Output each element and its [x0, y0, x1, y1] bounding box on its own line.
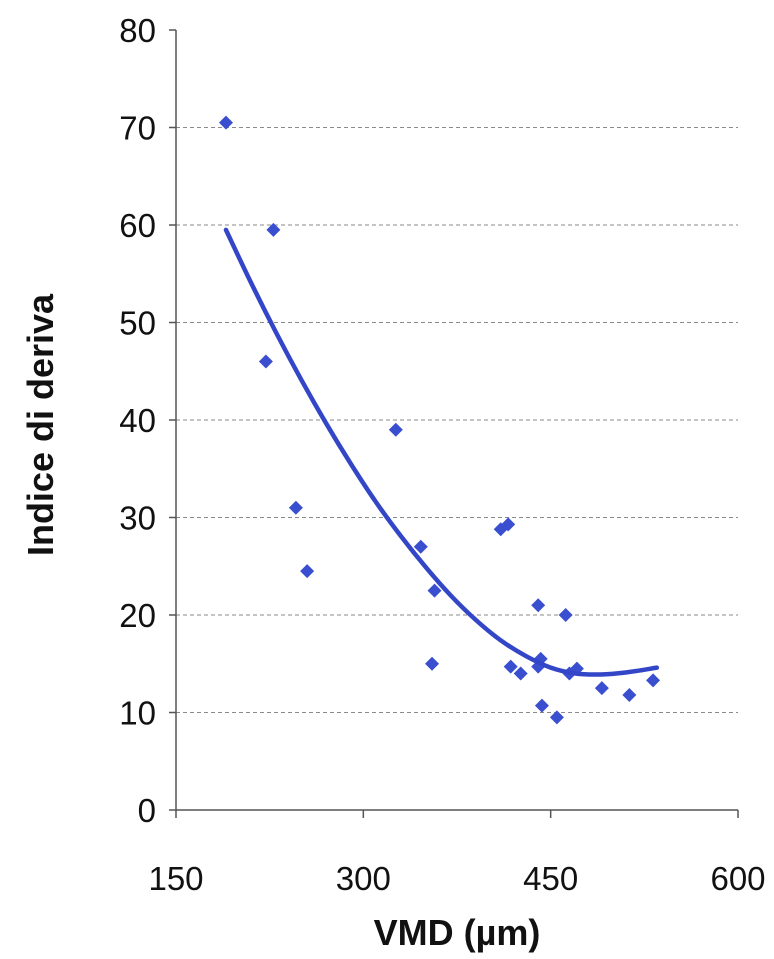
data-point: [413, 539, 428, 554]
x-axis-title: VMD (µm): [374, 912, 541, 953]
data-point: [425, 656, 440, 671]
data-point: [646, 673, 661, 688]
data-point: [427, 583, 442, 598]
data-point: [531, 598, 546, 613]
data-point: [534, 698, 549, 713]
data-point: [513, 666, 528, 681]
data-point: [300, 564, 315, 579]
x-tick-label: 150: [148, 860, 203, 897]
y-tick-label: 50: [119, 305, 156, 342]
data-point: [503, 659, 518, 674]
y-tick-label: 20: [119, 597, 156, 634]
x-tick-label: 600: [710, 860, 765, 897]
x-tick-label: 450: [523, 860, 578, 897]
data-point: [549, 710, 564, 725]
data-point: [288, 500, 303, 515]
data-point: [388, 422, 403, 437]
data-point: [218, 115, 233, 130]
data-points: [218, 115, 661, 725]
data-point: [622, 687, 637, 702]
data-point: [501, 517, 516, 532]
y-tick-label: 70: [119, 110, 156, 147]
y-tick-label: 60: [119, 207, 156, 244]
data-point: [558, 608, 573, 622]
data-point: [258, 354, 273, 369]
y-tick-label: 40: [119, 402, 156, 439]
y-axis-title: Indice di deriva: [20, 293, 61, 556]
y-tick-label: 30: [119, 500, 156, 537]
y-tick-label: 0: [138, 792, 156, 829]
y-axis-ticks: 0 10 20 30 40 50 60 70 80: [119, 12, 176, 829]
y-tick-label: 10: [119, 695, 156, 732]
gridlines: [176, 127, 738, 713]
trendline: [223, 227, 660, 677]
data-point: [594, 681, 609, 696]
x-tick-label: 300: [336, 860, 391, 897]
data-point: [266, 222, 281, 237]
x-axis-ticks: 150 300 450 600: [148, 810, 766, 897]
y-tick-label: 80: [119, 12, 156, 49]
